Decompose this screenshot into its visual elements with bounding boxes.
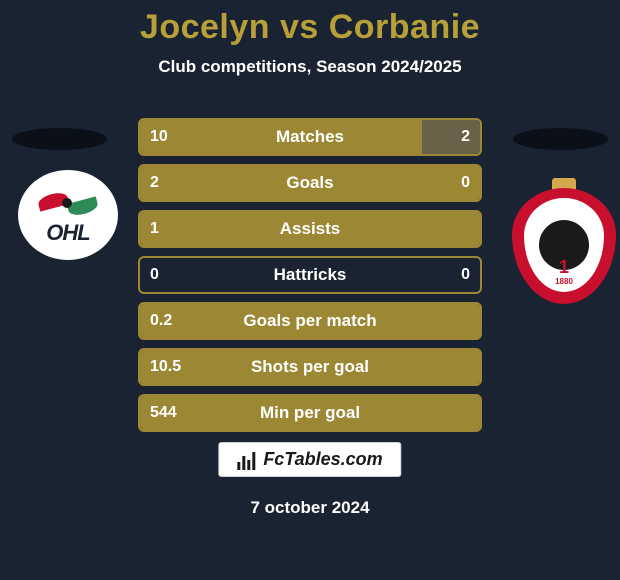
- team-logo-right: 1 1880: [512, 180, 612, 280]
- stat-label: Assists: [280, 219, 340, 239]
- ohl-label: OHL: [46, 220, 89, 246]
- stat-label: Goals per match: [243, 311, 376, 331]
- stat-value-left: 1: [150, 220, 159, 238]
- logo-shadow-left: [12, 128, 107, 150]
- stat-bar: 0 0 Hattricks: [138, 256, 482, 294]
- brand-badge: FcTables.com: [218, 442, 401, 477]
- stat-value-left: 544: [150, 404, 177, 422]
- stat-bar: 544 Min per goal: [138, 394, 482, 432]
- stats-container: 10 2 Matches 2 0 Goals 1 Assists 0 0 Hattricks 0.2 G…: [138, 118, 482, 440]
- logo-shadow-right: [513, 128, 608, 150]
- stat-value-left: 0: [150, 266, 159, 284]
- chart-icon: [237, 450, 257, 470]
- antwerp-badge: 1 1880: [512, 180, 616, 304]
- stat-label: Goals: [286, 173, 333, 193]
- antwerp-number: 1: [559, 257, 569, 278]
- page-title: Jocelyn vs Corbanie: [0, 0, 620, 47]
- stat-value-left: 2: [150, 174, 159, 192]
- stat-label: Hattricks: [274, 265, 347, 285]
- team-logo-left: OHL: [18, 170, 118, 270]
- stat-value-right: 0: [461, 174, 470, 192]
- stat-bar: 10.5 Shots per goal: [138, 348, 482, 386]
- ohl-dot-icon: [62, 198, 72, 208]
- ohl-badge: OHL: [18, 170, 118, 260]
- bar-fill-right: [422, 120, 480, 154]
- stat-bar: 10 2 Matches: [138, 118, 482, 156]
- stat-bar: 2 0 Goals: [138, 164, 482, 202]
- brand-text: FcTables.com: [263, 449, 382, 470]
- antwerp-year: 1880: [555, 277, 573, 286]
- subtitle: Club competitions, Season 2024/2025: [0, 57, 620, 77]
- stat-value-right: 2: [461, 128, 470, 146]
- stat-label: Shots per goal: [251, 357, 369, 377]
- stat-bar: 0.2 Goals per match: [138, 302, 482, 340]
- stat-label: Matches: [276, 127, 344, 147]
- stat-value-left: 10.5: [150, 358, 181, 376]
- stat-bar: 1 Assists: [138, 210, 482, 248]
- stat-value-left: 0.2: [150, 312, 172, 330]
- stat-label: Min per goal: [260, 403, 360, 423]
- date-label: 7 october 2024: [250, 498, 369, 518]
- stat-value-left: 10: [150, 128, 168, 146]
- stat-value-right: 0: [461, 266, 470, 284]
